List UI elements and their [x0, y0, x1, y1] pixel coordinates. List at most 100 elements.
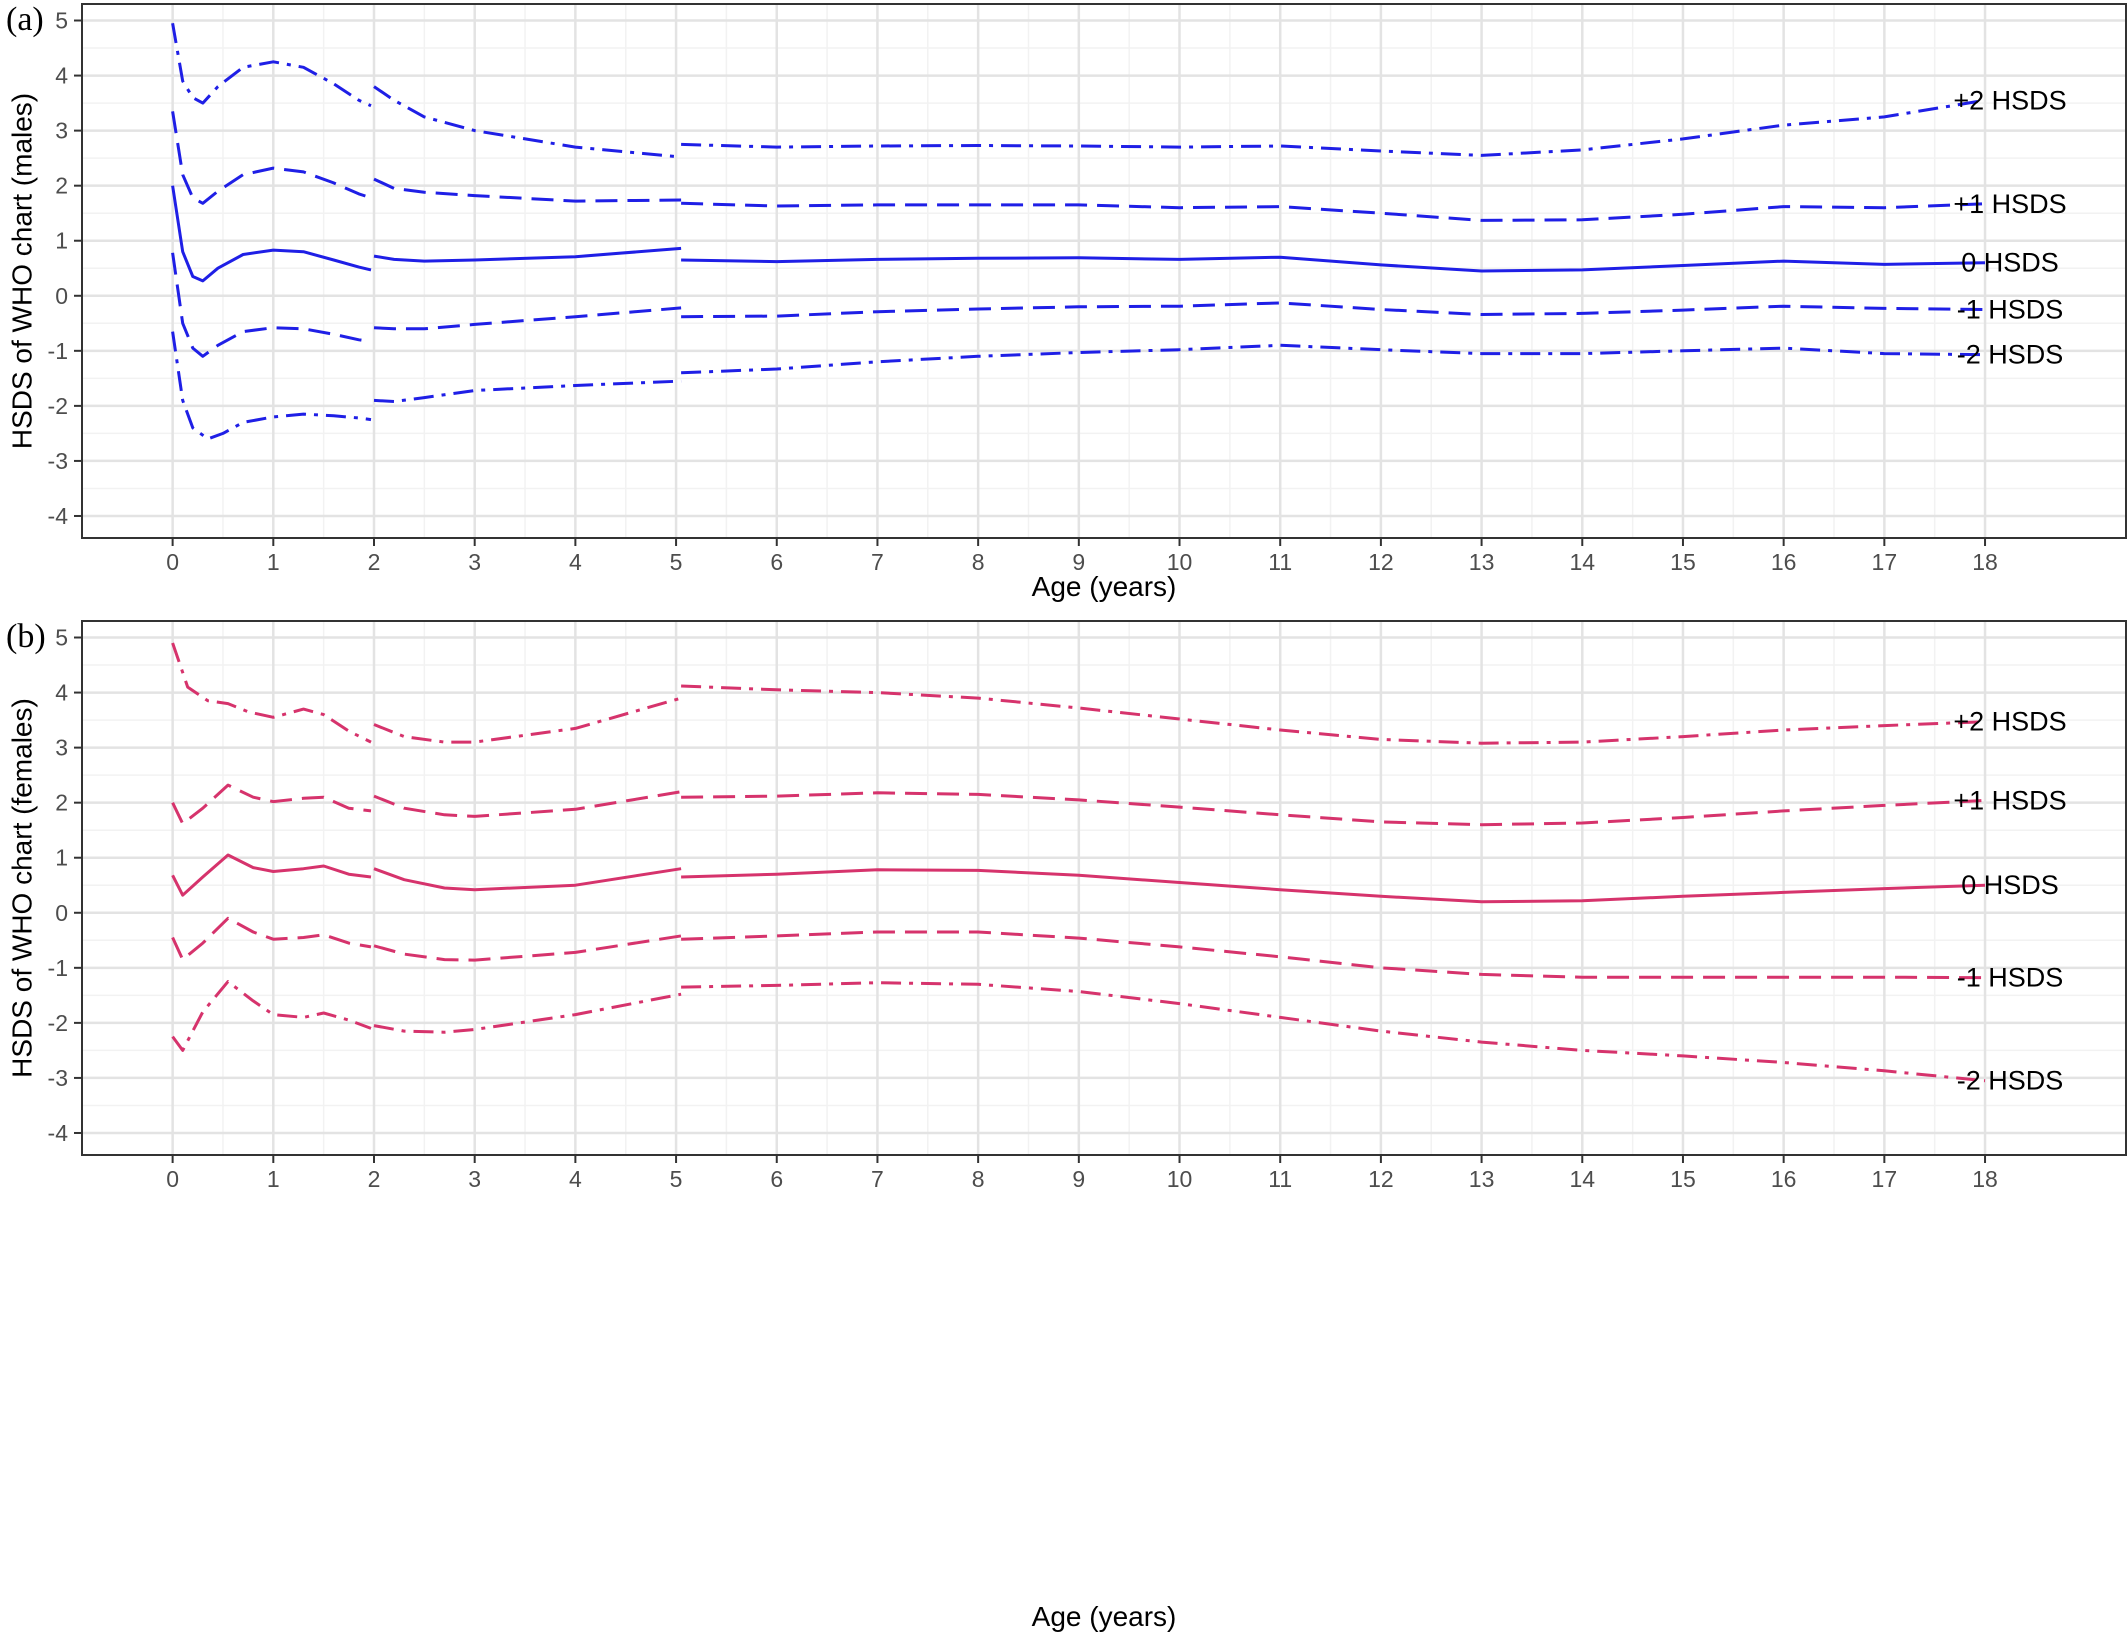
y-tick-label: 0 — [55, 283, 68, 309]
y-tick-label: 0 — [55, 900, 68, 926]
series-line — [681, 930, 1986, 980]
series-line — [373, 379, 682, 403]
series-label: -2 HSDS — [1957, 340, 2064, 370]
y-tick-label: 2 — [55, 790, 68, 816]
y-tick-label: 3 — [55, 735, 68, 761]
plot-border — [81, 620, 2127, 1156]
x-tick-label: 17 — [1872, 549, 1898, 575]
x-tick-label: 1 — [267, 1166, 280, 1192]
x-tick-label: 14 — [1569, 549, 1595, 575]
series-line — [373, 246, 682, 263]
series-line — [373, 177, 682, 203]
y-tick-label: 1 — [55, 845, 68, 871]
x-tick-label: 11 — [1268, 549, 1292, 575]
x-tick-label: 4 — [569, 549, 582, 575]
y-tick-label: -3 — [48, 1065, 68, 1091]
series-label: +2 HSDS — [1953, 85, 2066, 115]
series-line — [373, 696, 682, 744]
x-tick-label: 6 — [770, 1166, 783, 1192]
x-tick-label: 3 — [468, 549, 481, 575]
x-tick-label: 13 — [1469, 1166, 1495, 1192]
x-tick-label: 8 — [972, 549, 985, 575]
chart-panel-males: +2 HSDS +1 HSDS 0 HSDS -1 HSDS -2 HSDS 0 1 2 3 4 5… — [6, 1, 2127, 602]
x-tick-label: 15 — [1670, 549, 1696, 575]
x-tick-label: 11 — [1268, 1166, 1292, 1192]
y-tick-label: 5 — [55, 8, 68, 34]
x-tick-label: 15 — [1670, 1166, 1696, 1192]
panel-label: (a) — [6, 1, 44, 38]
x-tick-label: 4 — [569, 1166, 582, 1192]
y-tick-label: -2 — [48, 1010, 68, 1036]
x-tick-label: 0 — [166, 549, 179, 575]
series-line — [171, 916, 372, 962]
x-tick-label: 7 — [871, 1166, 884, 1192]
x-tick-label: 8 — [972, 1166, 985, 1192]
y-tick-label: -3 — [48, 448, 68, 474]
x-axis-title: Age (years) — [1032, 1601, 1177, 1632]
series-line — [171, 853, 372, 897]
x-tick-label: 18 — [1972, 1166, 1998, 1192]
y-tick-label: -1 — [48, 955, 68, 981]
y-axis-title: HSDS of WHO chart (females) — [6, 698, 37, 1078]
series-line — [373, 85, 682, 159]
y-tick-label: -1 — [48, 338, 68, 364]
series-line — [681, 343, 1986, 375]
series-label: -1 HSDS — [1957, 295, 2064, 325]
series-line — [171, 331, 372, 441]
x-tick-label: 13 — [1469, 549, 1495, 575]
series-line — [681, 981, 1986, 1083]
series-line — [373, 306, 682, 331]
x-tick-label: 2 — [368, 549, 381, 575]
series-line — [681, 301, 1986, 319]
plot-border — [81, 3, 2127, 539]
x-tick-label: 16 — [1771, 549, 1797, 575]
y-tick-label: -4 — [48, 503, 69, 529]
x-tick-label: 10 — [1167, 549, 1193, 575]
y-tick-label: -2 — [48, 393, 68, 419]
series-label: +1 HSDS — [1953, 785, 2066, 815]
x-tick-label: 17 — [1872, 1166, 1898, 1192]
x-tick-label: 12 — [1368, 1166, 1394, 1192]
x-tick-label: 9 — [1072, 1166, 1085, 1192]
x-tick-label: 9 — [1072, 549, 1085, 575]
x-tick-label: 5 — [670, 549, 683, 575]
y-tick-label: 4 — [55, 680, 68, 706]
x-tick-label: 5 — [670, 1166, 683, 1192]
y-tick-label: 1 — [55, 228, 68, 254]
series-label: +2 HSDS — [1953, 707, 2066, 737]
x-tick-label: 1 — [267, 549, 280, 575]
x-tick-label: 16 — [1771, 1166, 1797, 1192]
x-tick-label: 14 — [1569, 1166, 1595, 1192]
series-line — [681, 791, 1986, 827]
series-line — [373, 867, 682, 892]
x-tick-label: 6 — [770, 549, 783, 575]
x-tick-label: 18 — [1972, 549, 1998, 575]
x-tick-label: 3 — [468, 1166, 481, 1192]
series-line — [681, 868, 1986, 904]
series-line — [681, 201, 1986, 222]
plot-background — [82, 621, 2126, 1155]
series-label: 0 HSDS — [1961, 870, 2059, 900]
plot-background — [82, 4, 2126, 538]
y-tick-label: 2 — [55, 173, 68, 199]
x-tick-label: 7 — [871, 549, 884, 575]
series-label: -1 HSDS — [1957, 963, 2064, 993]
series-label: 0 HSDS — [1961, 248, 2059, 278]
series-line — [171, 783, 372, 826]
series-line — [171, 252, 372, 358]
y-tick-label: 4 — [55, 63, 68, 89]
x-tick-label: 2 — [368, 1166, 381, 1192]
y-tick-label: 3 — [55, 118, 68, 144]
series-line — [681, 684, 1986, 745]
series-label: -2 HSDS — [1957, 1066, 2064, 1096]
series-label: +1 HSDS — [1953, 189, 2066, 219]
series-line — [681, 98, 1986, 157]
y-tick-label: 5 — [55, 625, 68, 651]
x-axis-title: Age (years) — [1032, 571, 1177, 602]
panel-label: (b) — [6, 618, 46, 655]
series-line — [171, 23, 372, 108]
x-tick-label: 10 — [1167, 1166, 1193, 1192]
y-tick-label: -4 — [48, 1120, 69, 1146]
